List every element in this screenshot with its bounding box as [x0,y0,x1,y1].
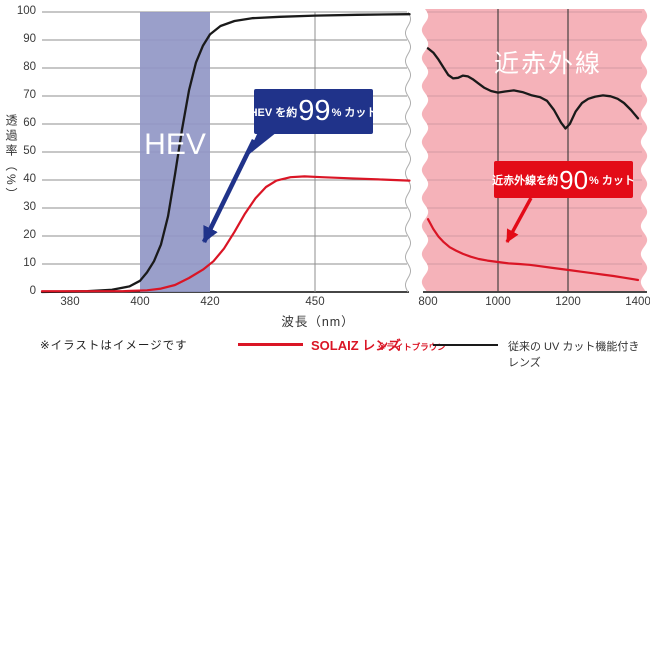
y-tick: 50 [23,145,36,157]
nir-cut-prefix: 近赤外線を約 [492,174,559,187]
hev-callout-tail [247,132,277,156]
nir-cut-suffix: % カット [589,174,635,187]
hev-cut-prefix: HEV を約 [249,106,298,119]
x-tick: 420 [200,296,220,308]
layer-curves [40,13,640,294]
x-tick: 800 [418,296,438,308]
layer-bg [421,9,648,291]
y-tick: 80 [23,61,36,73]
legend-swatch-solaiz [238,343,303,346]
x-tick: 1000 [485,296,511,308]
hev-band-label: HEV [144,128,206,161]
y-tick: 40 [23,173,36,185]
hev-cut-suffix: % カット [331,106,378,119]
y-tick: 30 [23,201,36,213]
y-axis-title: 透過率（%） [4,114,18,203]
nir-cut-callout: 近赤外線を約 90 % カット [492,161,635,198]
y-tick: 90 [23,33,36,45]
legend-swatch-conventional [433,344,498,347]
hev-cut-callout: HEV を約 99 % カット [250,89,377,134]
y-tick: 100 [16,5,36,17]
hev-arrow [201,138,257,244]
legend-sublabel-solaiz: ※ライトブラウン [378,342,446,352]
x-tick: 1400 [625,296,650,308]
y-tick: 10 [23,257,36,269]
legend-label-solaiz: SOLAIZ レンズ [311,338,402,353]
y-tick: 70 [23,89,36,101]
nir-arrow [505,197,533,243]
layer-grid-left [42,11,411,293]
x-tick: 1200 [555,296,581,308]
y-tick: 20 [23,229,36,241]
x-axis-title: 波長（nm） [281,315,355,329]
hev-cut-value: 99 [298,95,331,127]
y-tick: 60 [23,117,36,129]
x-tick: 400 [130,296,150,308]
nir-cut-value: 90 [559,164,589,195]
legend-label-conventional: 従来の UV カット機能付きレンズ [508,341,640,369]
layer-annotations [201,132,533,244]
x-tick: 380 [60,296,80,308]
disclaimer-note: ※イラストはイメージです [40,340,188,352]
nir-panel-label: 近赤外線 [493,50,602,78]
x-tick: 450 [305,296,325,308]
chart-svg [40,9,648,294]
y-tick: 0 [29,285,36,297]
